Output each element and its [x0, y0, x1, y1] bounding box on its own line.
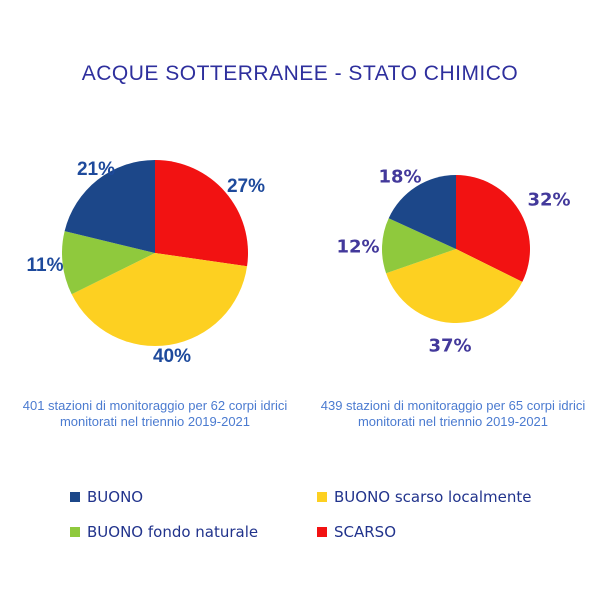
- legend-swatch-buono: [70, 492, 80, 502]
- legend-swatch-buono-scarso-localmente: [317, 492, 327, 502]
- pie-slice-right-pie-2: [382, 218, 456, 274]
- legend: BUONO BUONO scarso localmente BUONO fond…: [70, 488, 570, 541]
- pie-slice-left-pie-3: [64, 160, 155, 253]
- pie-label-right-buono-scarso-localmente: 37%: [428, 335, 472, 357]
- legend-swatch-buono-fondo-naturale: [70, 527, 80, 537]
- caption-right-pie: 439 stazioni di monitoraggio per 65 corp…: [320, 398, 586, 430]
- pie-slice-left-pie-2: [62, 231, 155, 295]
- legend-item-buono-fondo-naturale: BUONO fondo naturale: [70, 523, 317, 541]
- pie-slice-right-pie-0: [456, 175, 530, 282]
- legend-item-buono: BUONO: [70, 488, 317, 506]
- pie-label-right-scarso: 32%: [527, 189, 571, 211]
- pie-slice-right-pie-3: [388, 175, 456, 249]
- pie-label-right-buono: 18%: [378, 166, 422, 188]
- pie-slice-left-pie-0: [155, 160, 248, 267]
- caption-left-pie: 401 stazioni di monitoraggio per 62 corp…: [22, 398, 288, 430]
- pie-label-left-buono: 21%: [76, 159, 116, 180]
- page-title: ACQUE SOTTERRANEE - STATO CHIMICO: [81, 62, 519, 85]
- pie-label-left-buono-fondo-naturale: 11%: [26, 255, 64, 276]
- legend-label-buono-fondo-naturale: BUONO fondo naturale: [87, 523, 259, 541]
- legend-label-buono: BUONO: [87, 488, 144, 506]
- pie-chart-left: [62, 160, 248, 346]
- legend-label-scarso: SCARSO: [334, 523, 397, 541]
- legend-swatch-scarso: [317, 527, 327, 537]
- legend-item-buono-scarso-localmente: BUONO scarso localmente: [317, 488, 570, 506]
- pie-chart-right: [382, 175, 530, 323]
- pie-slice-right-pie-1: [386, 249, 523, 323]
- legend-label-buono-scarso-localmente: BUONO scarso localmente: [334, 488, 532, 506]
- pie-label-left-buono-scarso-localmente: 40%: [152, 346, 192, 367]
- pie-label-right-buono-fondo-naturale: 12%: [336, 236, 380, 258]
- pie-slice-left-pie-1: [71, 253, 248, 346]
- legend-item-scarso: SCARSO: [317, 523, 570, 541]
- pie-label-left-scarso: 27%: [226, 176, 266, 197]
